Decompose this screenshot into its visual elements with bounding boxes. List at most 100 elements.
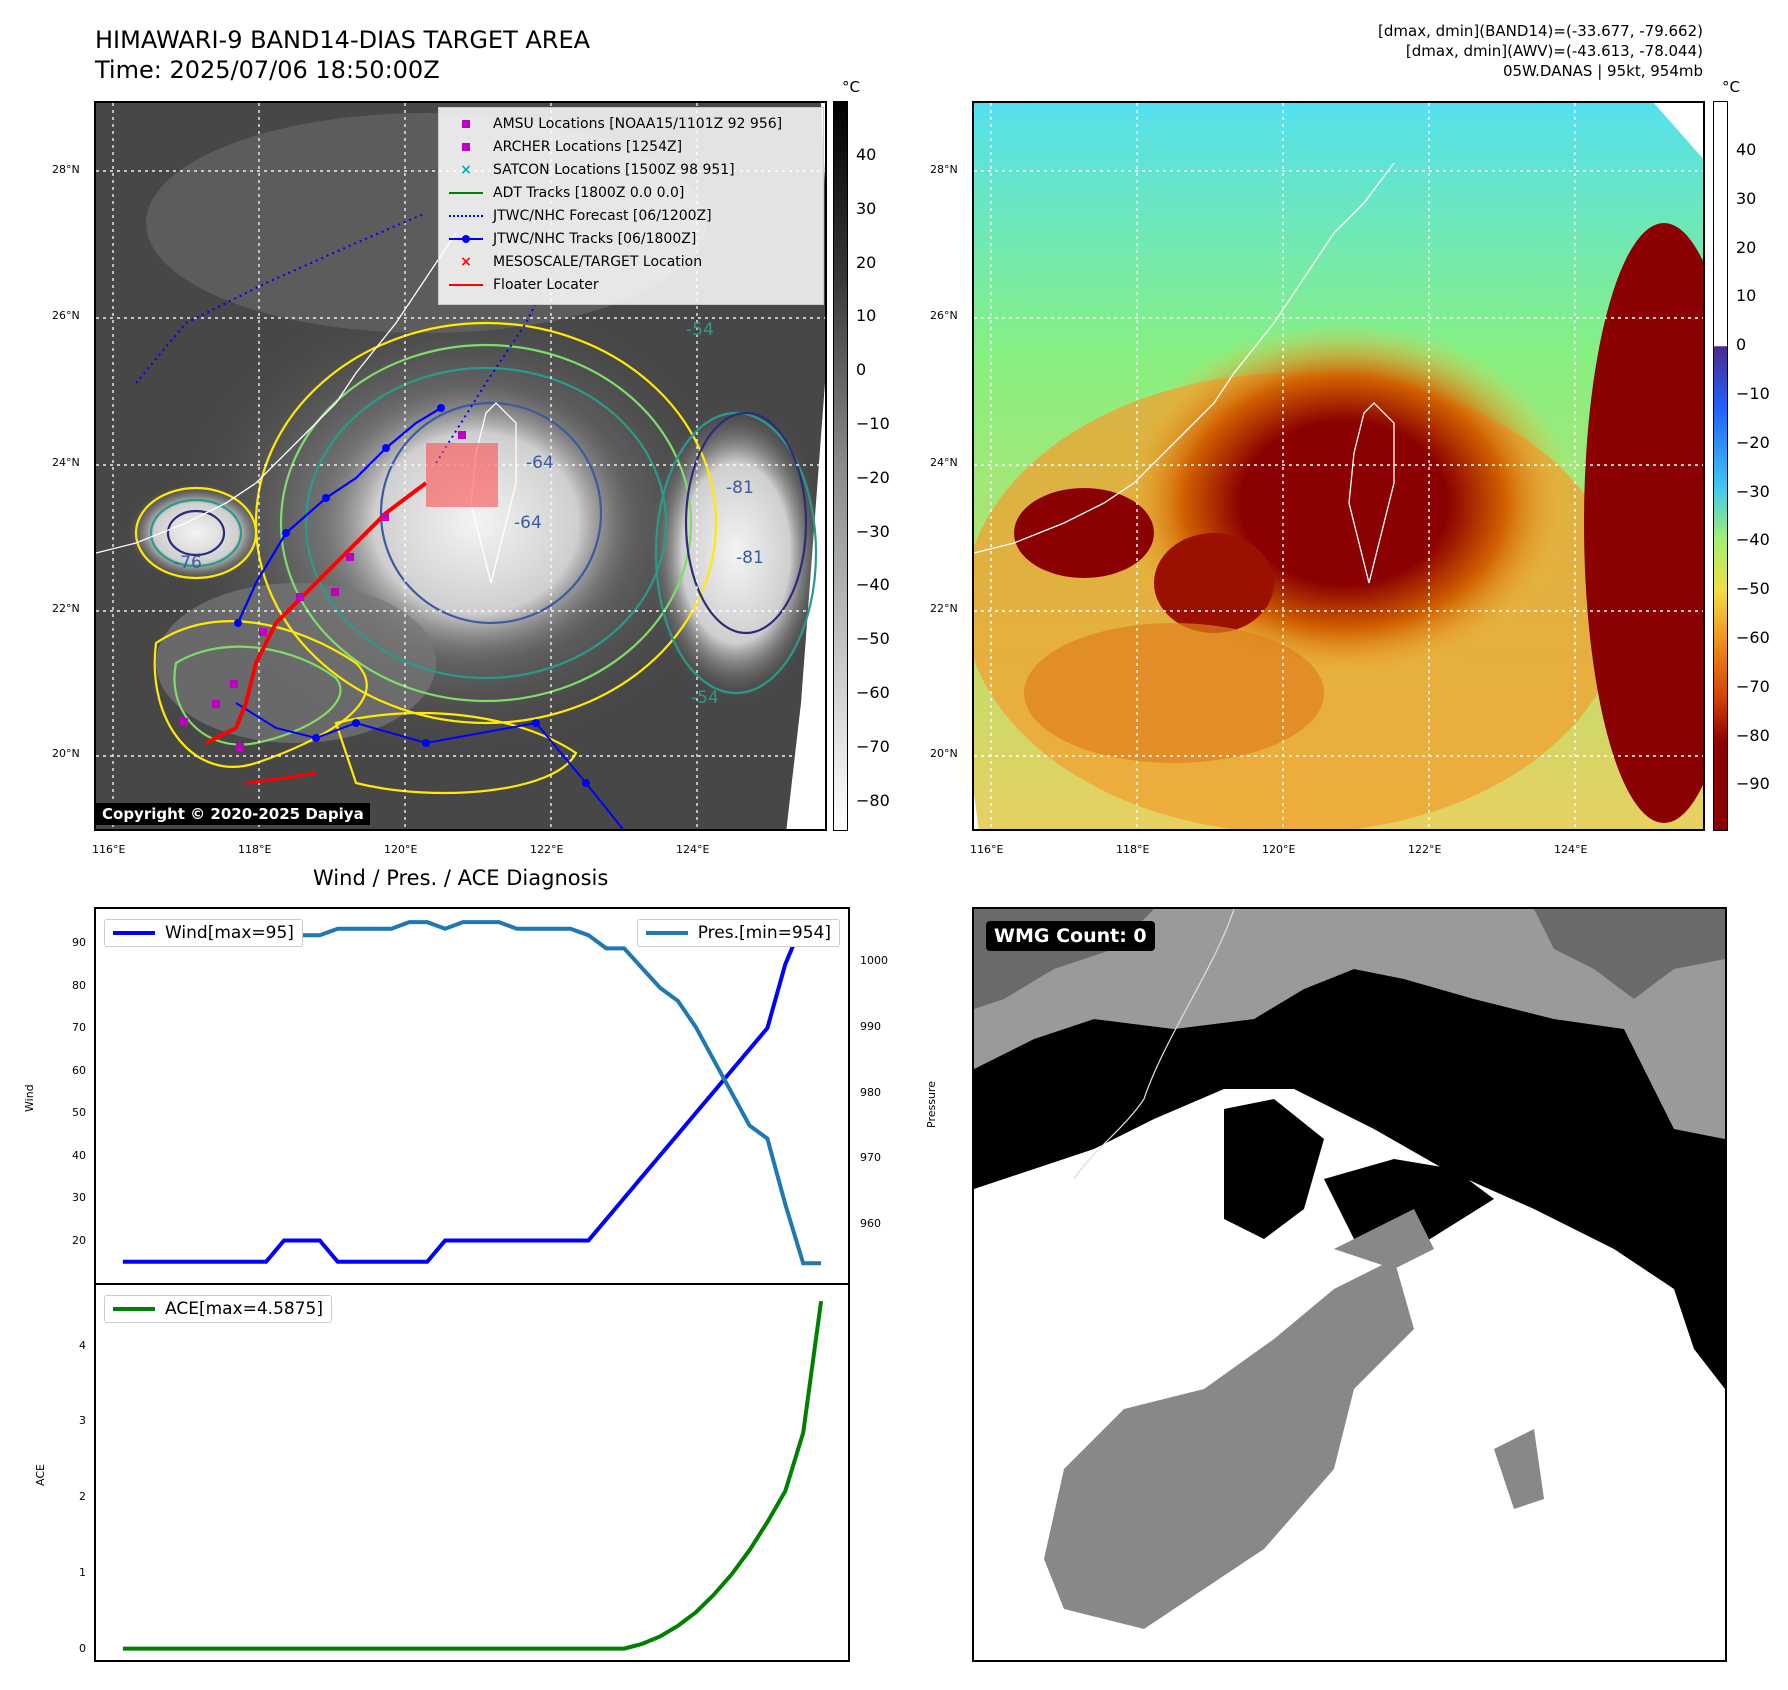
pres-legend-line-icon: [645, 931, 688, 935]
wind-legend: Wind[max=95]: [104, 919, 303, 947]
colorbar-left-tick: 40: [856, 145, 877, 164]
colorbar-right-tick: −90: [1736, 774, 1770, 794]
colorbar-right-tick: 40: [1736, 140, 1757, 159]
jtwc-track: [234, 404, 625, 829]
legend-forecast: JTWC/NHC Forecast [06/1200Z]: [447, 204, 815, 227]
wind-tick: 80: [72, 978, 86, 992]
title-line-2: Time: 2025/07/06 18:50:00Z: [95, 56, 440, 84]
wind-pres-plot: [122, 919, 822, 1266]
pres-ylabel: Pressure: [925, 1081, 938, 1128]
wmg-panel: WMG Count: 0: [972, 907, 1727, 1662]
wind-tick: 40: [72, 1148, 86, 1162]
colorbar-right: [1713, 101, 1728, 831]
legend-tracks: JTWC/NHC Tracks [06/1800Z]: [447, 227, 815, 250]
awv-map-panel: [972, 101, 1705, 831]
lat-tick: 28°N: [52, 163, 80, 176]
colorbar-left-tick: −80: [856, 790, 890, 810]
colorbar-right-tick: −70: [1736, 676, 1770, 696]
pressure-tick: 970: [860, 1151, 881, 1165]
colorbar-right-tick: 30: [1736, 188, 1757, 208]
legend-amsu-label: AMSU Locations [NOAA15/1101Z 92 956]: [493, 115, 783, 132]
colorbar-right-tick: 0: [1736, 335, 1747, 355]
legend-forecast-label: JTWC/NHC Forecast [06/1200Z]: [493, 207, 712, 224]
awv-map-svg: [974, 103, 1703, 829]
lat-tick: 24°N: [930, 456, 958, 469]
colorbar-left-tick: −40: [856, 575, 890, 595]
map-legend: AMSU Locations [NOAA15/1101Z 92 956] ARC…: [438, 107, 824, 305]
square-marker-icon: [447, 139, 485, 155]
pres-legend-label: Pres.[min=954]: [697, 923, 831, 943]
contour-label-a: -64: [514, 513, 542, 533]
colorbar-right-tick: −10: [1736, 384, 1770, 403]
pressure-series-line: [122, 920, 822, 1266]
colorbar-right-tick: −20: [1736, 432, 1770, 452]
info-band14: [dmax, dmin](BAND14)=(-33.677, -79.662): [1378, 22, 1703, 40]
colorbar-right-tick: −30: [1736, 481, 1770, 501]
ace-ylabel: ACE: [34, 1464, 47, 1486]
lat-tick: 20°N: [52, 747, 80, 760]
lat-tick: 20°N: [930, 747, 958, 760]
wind-tick: 70: [72, 1021, 86, 1034]
info-storm: 05W.DANAS | 95kt, 954mb: [1502, 62, 1703, 80]
diagnosis-title: Wind / Pres. / ACE Diagnosis: [313, 866, 609, 890]
contour-label-c: -76: [174, 553, 202, 573]
ace-tick: 1: [79, 1565, 86, 1579]
colorbar-right-tick: 10: [1736, 286, 1757, 306]
pressure-tick: 1000: [860, 954, 888, 968]
colorbar-left-tick: −10: [856, 414, 890, 433]
colorbar-left-tick: 0: [856, 360, 867, 380]
info-awv: [dmax, dmin](AWV)=(-43.613, -78.044): [1405, 42, 1703, 60]
pressure-tick: 980: [860, 1085, 881, 1099]
line-dot-icon: [447, 231, 485, 247]
lon-tick: 122°E: [1408, 843, 1442, 856]
lon-tick: 118°E: [1116, 843, 1150, 856]
square-marker-icon: [447, 116, 485, 132]
dotted-line-icon: [447, 208, 485, 224]
colorbar-right-tick: −80: [1736, 725, 1770, 745]
wind-tick: 90: [72, 936, 86, 949]
colorbar-left-tick: −30: [856, 521, 890, 541]
legend-floater-label: Floater Locater: [493, 276, 599, 293]
contour-label-d: -81: [736, 548, 764, 568]
wind-tick: 30: [72, 1191, 86, 1204]
contour-label-b: -64: [526, 453, 554, 473]
pres-legend: Pres.[min=954]: [636, 919, 840, 947]
wind-ylabel: Wind: [23, 1084, 36, 1112]
lon-tick: 124°E: [1554, 843, 1588, 856]
ace-legend: ACE[max=4.5875]: [104, 1295, 332, 1323]
colorbar-left-tick: 20: [856, 252, 877, 272]
colorbar-left: [833, 101, 848, 831]
legend-floater: Floater Locater: [447, 273, 815, 296]
lon-tick: 122°E: [530, 843, 564, 856]
lon-tick: 124°E: [676, 843, 710, 856]
lon-tick: 116°E: [92, 843, 126, 856]
title-line-1: HIMAWARI-9 BAND14-DIAS TARGET AREA: [95, 26, 591, 54]
lon-tick: 120°E: [1262, 843, 1296, 856]
legend-archer-label: ARCHER Locations [1254Z]: [493, 138, 683, 155]
legend-satcon: × SATCON Locations [1500Z 98 951]: [447, 158, 815, 181]
target-area-box: [426, 443, 498, 507]
colorbar-unit-left: °C: [842, 78, 860, 96]
contour-label-e: -81: [726, 478, 754, 498]
wind-tick: 60: [72, 1063, 86, 1077]
contour-label-f: -54: [691, 688, 719, 708]
legend-tracks-label: JTWC/NHC Tracks [06/1800Z]: [493, 230, 697, 247]
lat-tick: 24°N: [52, 456, 80, 469]
lon-tick: 116°E: [970, 843, 1004, 856]
copyright-badge: Copyright © 2020-2025 Dapiya: [96, 803, 370, 825]
colorbar-left-tick: −60: [856, 683, 890, 702]
colorbar-right-tick: 20: [1736, 237, 1757, 257]
ace-legend-line-icon: [113, 1307, 155, 1311]
wind-tick: 20: [72, 1233, 86, 1247]
colorbar-left-tick: 10: [856, 306, 877, 326]
lat-tick: 22°N: [930, 602, 958, 615]
legend-target: × MESOSCALE/TARGET Location: [447, 250, 815, 273]
wind-series-line: [122, 919, 822, 1264]
legend-archer: ARCHER Locations [1254Z]: [447, 135, 815, 158]
ace-tick: 4: [79, 1338, 86, 1352]
lat-tick: 26°N: [52, 309, 80, 322]
wind-legend-label: Wind[max=95]: [165, 923, 294, 943]
ace-tick: 3: [79, 1414, 86, 1428]
colorbar-right-tick: −40: [1736, 530, 1770, 550]
pressure-tick: 990: [860, 1020, 881, 1034]
